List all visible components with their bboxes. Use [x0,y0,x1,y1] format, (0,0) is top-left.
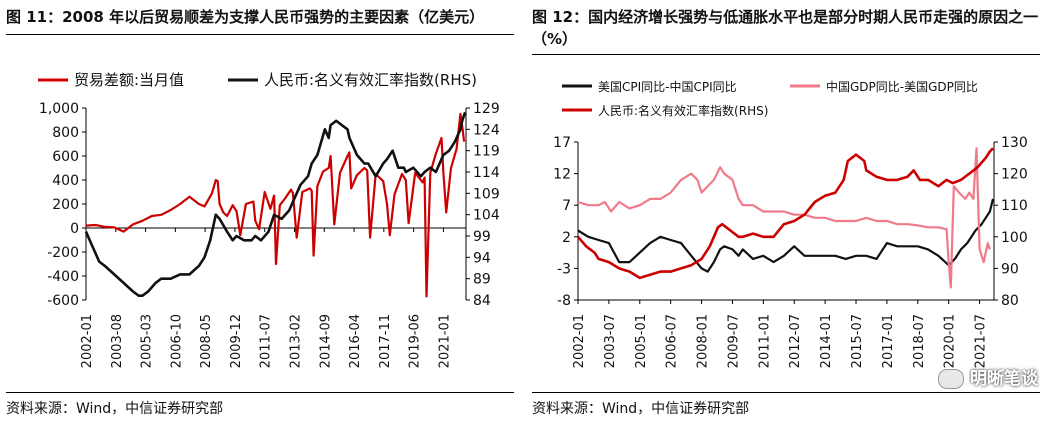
y-tick-label: 0 [70,221,79,237]
x-tick-label: 2006-07 [665,314,680,368]
chart-title: 图 12：国内经济增长强势与低通胀水平也是部分时期人民币走强的原因之一（%） [532,8,1039,48]
series-line [577,198,995,273]
series-line [577,147,991,289]
y-tick-label: 400 [52,173,79,189]
x-tick-label: 2011-07 [259,314,274,368]
x-tick-label: 2011-01 [757,314,772,368]
series-line [85,112,466,298]
source-rule [532,392,1040,393]
y2-tick-label: 80 [1001,293,1019,309]
y2-tick-label: 104 [473,208,500,224]
x-tick-label: 2002-01 [572,314,587,368]
x-tick-label: 2019-06 [408,314,423,368]
y-tick-label: -600 [47,293,79,309]
legend-label: 贸易差额:当月值 [74,71,184,89]
title-rule [6,34,514,35]
x-tick-label: 2003-07 [603,314,618,368]
x-tick-label: 2014-09 [318,314,333,368]
chart-panel-right: 图 12：国内经济增长强势与低通胀水平也是部分时期人民币走强的原因之一（%） -… [526,0,1046,427]
y2-tick-label: 130 [1001,135,1028,151]
y2-tick-label: 114 [473,165,500,181]
x-tick-label: 2008-05 [199,314,214,368]
y2-tick-label: 99 [473,229,491,245]
chart-title: 图 11：2008 年以后贸易顺差为支撑人民币强势的主要因素（亿美元） [6,8,485,26]
watermark: 明晰笔谈 [938,364,1038,389]
y-tick-label: -3 [557,261,571,277]
x-tick-label: 2012-07 [788,314,803,368]
y2-tick-label: 119 [473,144,500,160]
legend-label: 人民币:名义有效汇率指数(RHS) [264,71,477,89]
y-tick-label: 12 [553,167,571,183]
legend-label: 美国CPI同比-中国CPI同比 [598,79,737,94]
chart-panel-left: 图 11：2008 年以后贸易顺差为支撑人民币强势的主要因素（亿美元） -600… [0,0,520,427]
y2-tick-label: 94 [473,250,491,266]
y2-tick-label: 120 [1001,167,1028,183]
wechat-icon [938,369,964,389]
series-line [577,147,994,280]
y-tick-label: -200 [47,245,79,261]
x-tick-label: 2009-07 [726,314,741,368]
legend-label: 人民币:名义有效汇率指数(RHS) [598,103,768,118]
x-tick-label: 2017-01 [881,314,896,368]
x-tick-label: 2021-07 [974,314,989,368]
legend-label: 中国GDP同比-美国GDP同比 [826,79,978,94]
x-tick-label: 2005-03 [140,314,155,368]
y-tick-label: 200 [52,197,79,213]
x-tick-label: 2020-01 [943,314,958,368]
y2-tick-label: 129 [473,101,500,117]
x-tick-label: 2018-07 [912,314,927,368]
source-rule [6,392,514,393]
x-tick-label: 2017-11 [378,314,393,368]
y2-tick-label: 109 [473,186,500,202]
y2-tick-label: 84 [473,293,491,309]
x-tick-label: 2005-01 [634,314,649,368]
y2-tick-label: 124 [473,122,500,138]
trade-balance-chart: -600 -400 -200 0 200 400 600 800 1,000 84 89 94 99 10… [38,71,500,368]
y-tick-label: 17 [553,135,571,151]
y2-tick-label: 100 [1001,230,1028,246]
x-tick-label: 2014-01 [819,314,834,368]
y-tick-label: -8 [557,293,571,309]
chart-source: 资料来源：Wind，中信证券研究部 [6,401,224,417]
x-tick-label: 2009-12 [229,314,244,368]
x-tick-label: 2008-01 [696,314,711,368]
y-tick-label: 2 [562,230,571,246]
x-tick-label: 2016-04 [348,314,363,368]
x-tick-label: 2003-08 [110,314,125,368]
growth-inflation-chart: -8 -3 2 7 12 17 80 90 100 110 120 130 2002-01 2003-07… [553,79,1028,368]
y2-tick-label: 90 [1001,261,1019,277]
watermark-text: 明晰笔谈 [970,369,1038,389]
title-rule [532,54,1040,55]
x-tick-label: 2013-02 [288,314,303,368]
y-tick-label: 1,000 [39,101,79,117]
y2-tick-label: 110 [1001,198,1028,214]
chart-source: 资料来源：Wind，中信证券研究部 [532,401,750,417]
y-tick-label: -400 [47,269,79,285]
x-tick-label: 2015-07 [850,314,865,368]
y-tick-label: 800 [52,125,79,141]
x-tick-label: 2006-10 [169,314,184,368]
x-tick-label: 2021-01 [437,314,452,368]
y-tick-label: 7 [562,198,571,214]
y-tick-label: 600 [52,149,79,165]
series-line [84,111,467,297]
y2-tick-label: 89 [473,272,491,288]
x-tick-label: 2002-01 [80,314,95,368]
